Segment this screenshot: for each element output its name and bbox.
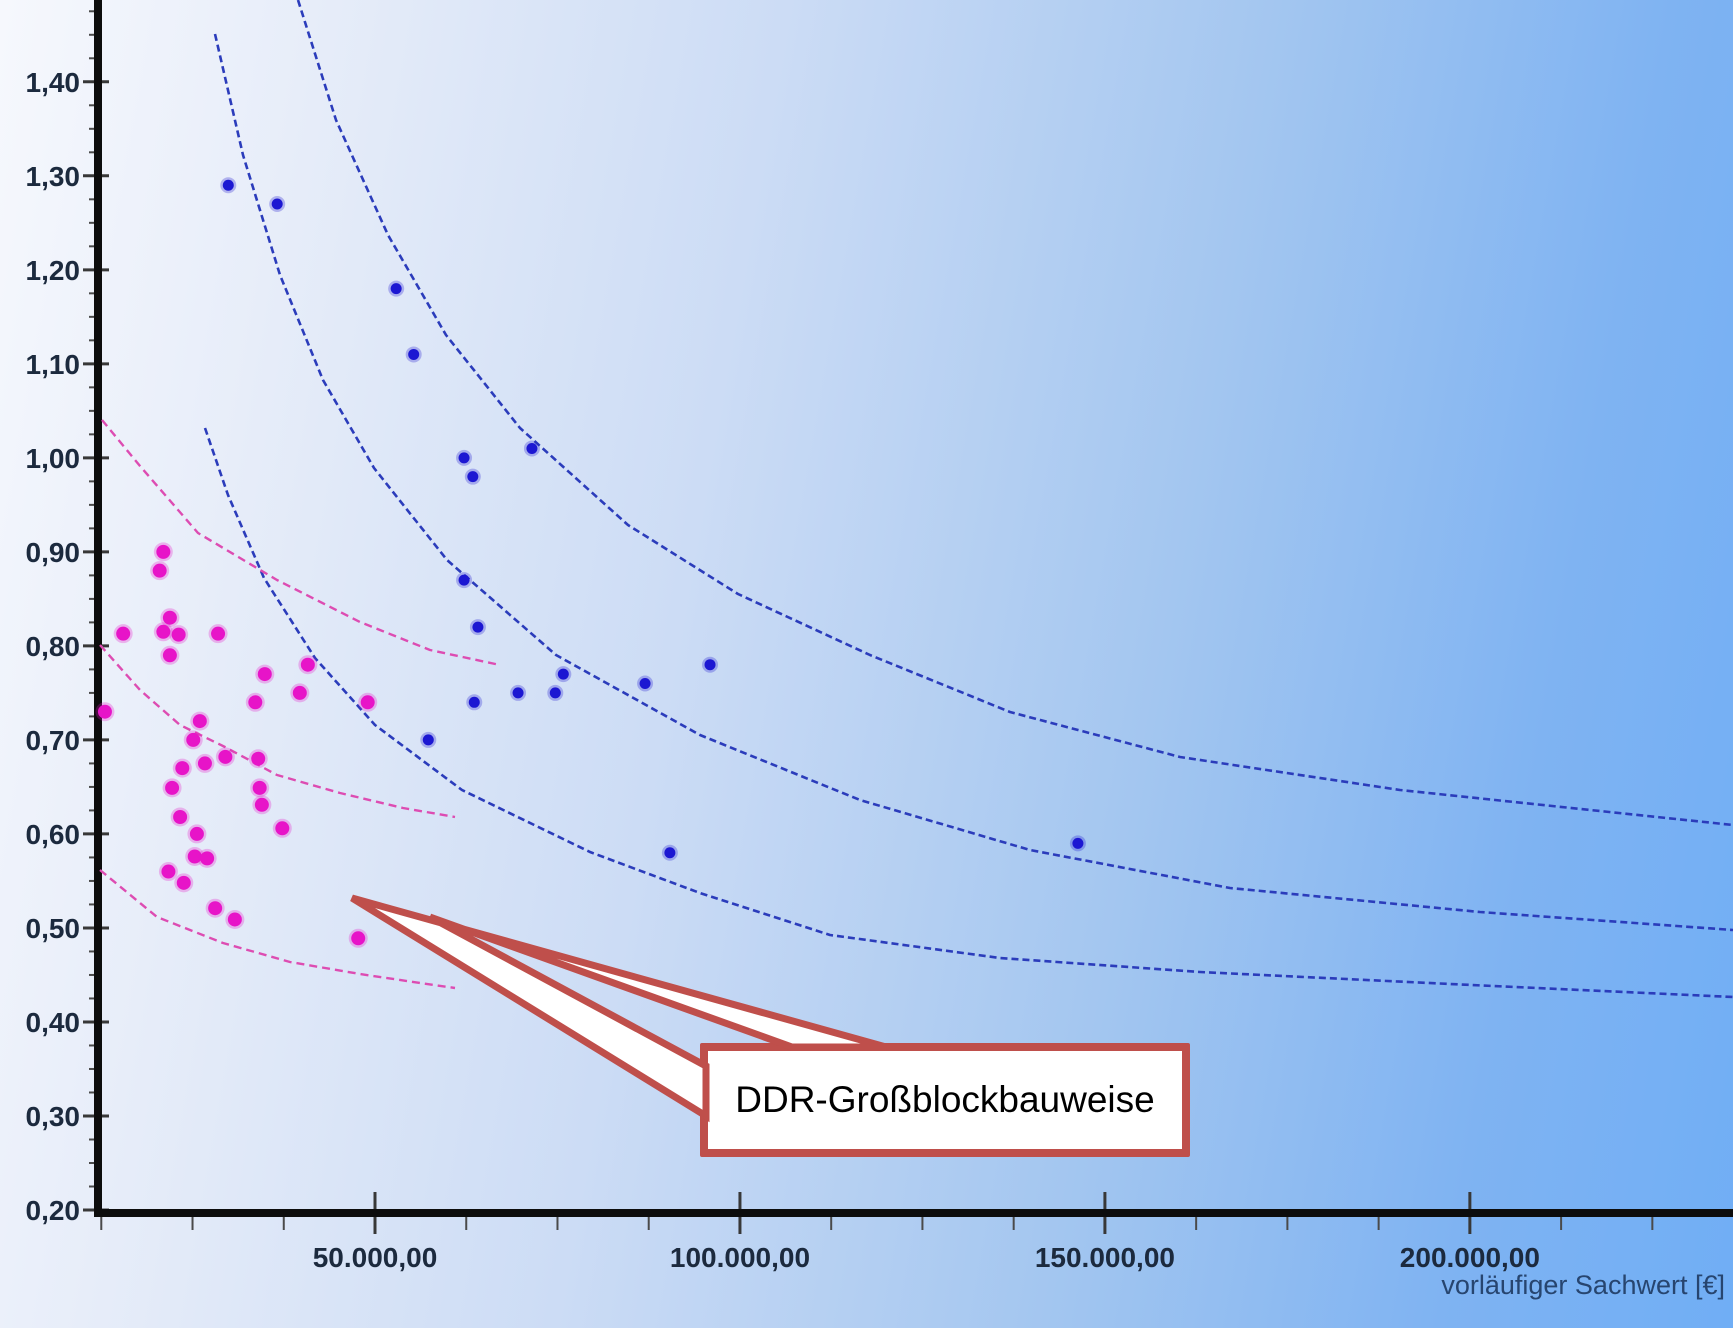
magenta-points-dot <box>360 695 375 710</box>
y-tick-label: 1,10 <box>26 349 81 380</box>
y-tick-label: 0,60 <box>26 819 81 850</box>
blue-points-dot <box>222 179 234 191</box>
magenta-points-dot <box>192 714 207 729</box>
x-tick-label: 150.000,00 <box>1035 1242 1175 1273</box>
blue-points-dot <box>704 659 716 671</box>
magenta-points-dot <box>227 912 242 927</box>
magenta-points-dot <box>186 732 201 747</box>
x-tick-label: 50.000,00 <box>313 1242 438 1273</box>
y-tick-label: 0,80 <box>26 631 81 662</box>
magenta-points-dot <box>351 931 366 946</box>
magenta-points-dot <box>257 667 272 682</box>
blue-points-dot <box>390 283 402 295</box>
blue-points-dot <box>526 442 538 454</box>
callout-label: DDR-Großblockbauweise <box>735 1079 1155 1120</box>
magenta-points-dot <box>251 751 266 766</box>
magenta-points-dot <box>189 826 204 841</box>
magenta-points-dot <box>171 627 186 642</box>
blue-curve-middle <box>213 33 1733 932</box>
magenta-points-dot <box>275 821 290 836</box>
blue-points-dot <box>458 574 470 586</box>
magenta-curve-middle <box>99 644 456 819</box>
magenta-points-dot <box>252 780 267 795</box>
blue-points-dot <box>271 198 283 210</box>
y-tick-label: 0,30 <box>26 1101 81 1132</box>
blue-points-dot <box>458 452 470 464</box>
blue-points-dot <box>468 696 480 708</box>
magenta-points-dot <box>116 626 131 641</box>
callout-box: DDR-Großblockbauweise <box>700 1043 1190 1157</box>
magenta-curve-lower <box>99 869 456 990</box>
blue-points-dot <box>557 668 569 680</box>
y-tick-label: 0,50 <box>26 913 81 944</box>
blue-points-dot <box>512 687 524 699</box>
magenta-points-dot <box>156 624 171 639</box>
magenta-points-dot <box>200 851 215 866</box>
blue-points-dot <box>467 471 479 483</box>
magenta-points-dot <box>156 544 171 559</box>
y-tick-label: 1,20 <box>26 255 81 286</box>
x-tick-label: 200.000,00 <box>1400 1242 1540 1273</box>
y-tick-label: 0,40 <box>26 1007 81 1038</box>
magenta-points-dot <box>176 875 191 890</box>
x-axis-title: vorläufiger Sachwert [€] <box>1441 1270 1725 1300</box>
magenta-points-dot <box>161 864 176 879</box>
x-tick-label: 100.000,00 <box>670 1242 810 1273</box>
magenta-points-dot <box>165 780 180 795</box>
y-tick-label: 0,70 <box>26 725 81 756</box>
magenta-points-dot <box>187 849 202 864</box>
magenta-points-dot <box>248 695 263 710</box>
magenta-points-dot <box>300 657 315 672</box>
blue-points-dot <box>422 734 434 746</box>
blue-points-dot <box>639 678 651 690</box>
magenta-points-dot <box>197 756 212 771</box>
magenta-points-dot <box>97 704 112 719</box>
y-tick-label: 1,40 <box>26 67 81 98</box>
blue-points-dot <box>549 687 561 699</box>
y-tick-label: 1,30 <box>26 161 81 192</box>
magenta-points-dot <box>175 761 190 776</box>
magenta-points-dot <box>211 626 226 641</box>
magenta-points-dot <box>162 610 177 625</box>
magenta-points-dot <box>162 648 177 663</box>
blue-points-dot <box>1072 837 1084 849</box>
blue-points-dot <box>472 621 484 633</box>
magenta-points-dot <box>152 563 167 578</box>
blue-curve-upper <box>296 0 1733 827</box>
magenta-curve-upper <box>101 419 501 667</box>
y-tick-label: 0,90 <box>26 537 81 568</box>
blue-points-dot <box>408 348 420 360</box>
y-tick-label: 1,00 <box>26 443 81 474</box>
magenta-points-dot <box>173 810 188 825</box>
blue-curve-lower <box>203 427 1733 999</box>
blue-points-dot <box>664 847 676 859</box>
magenta-points-dot <box>208 901 223 916</box>
magenta-points-dot <box>254 797 269 812</box>
magenta-points-dot <box>218 749 233 764</box>
magenta-points-dot <box>292 685 307 700</box>
y-tick-label: 0,20 <box>26 1195 81 1226</box>
